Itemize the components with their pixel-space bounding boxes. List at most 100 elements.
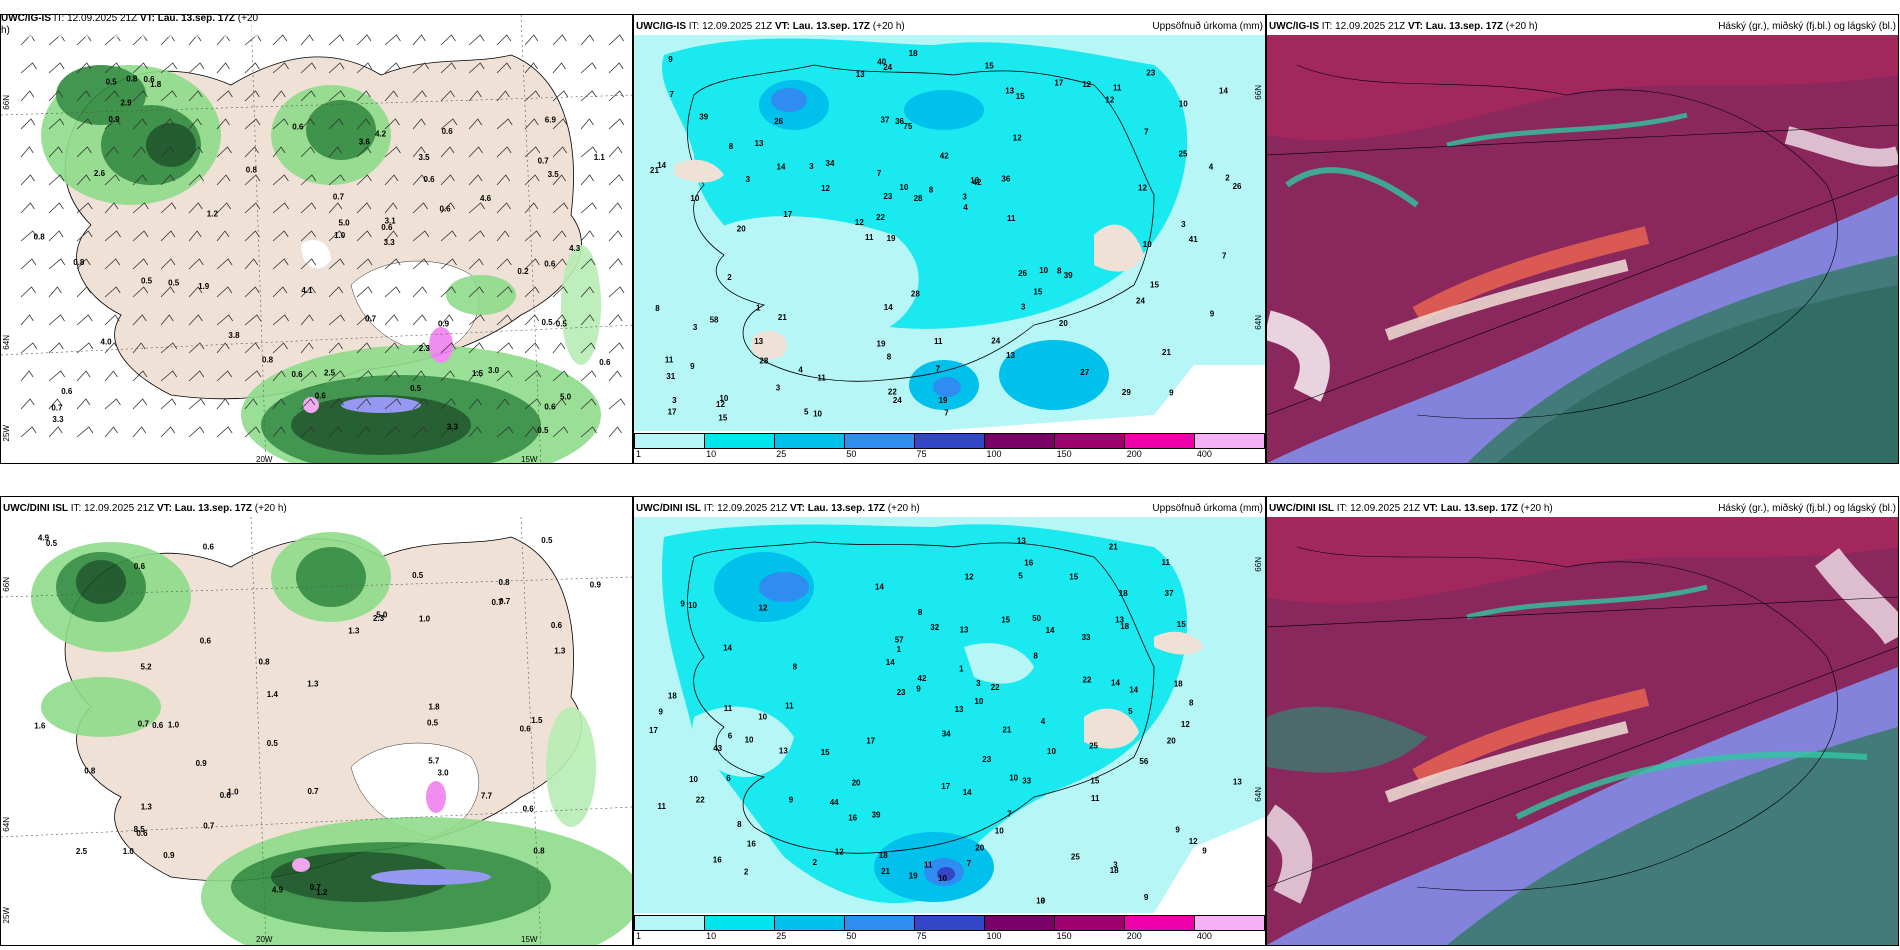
wind-barb [524, 62, 538, 74]
wind-barb [188, 62, 205, 74]
wind-barb [272, 398, 286, 410]
map-value-label: 20 [1167, 736, 1176, 745]
wind-barb [20, 174, 35, 186]
wind-barb [104, 118, 121, 130]
wind-barb [272, 118, 289, 130]
colorbar-segment [1125, 916, 1195, 930]
map-value-label: 6 [726, 774, 731, 783]
wind-barb [160, 146, 175, 158]
wind-barb [76, 258, 91, 270]
map-value-label: 1.2 [207, 210, 219, 219]
wind-barb [48, 174, 65, 186]
map-value-label: 0.5 [541, 536, 553, 545]
map-value-label: 8 [1057, 266, 1062, 275]
wind-barb [20, 146, 34, 158]
map-value-label: 0.6 [442, 127, 454, 136]
wind-barb [132, 90, 148, 102]
wind-barb [300, 230, 316, 242]
cloud-panel-top: UWC/IG-IS IT: 12.09.2025 21Z VT: Lau. 13… [1266, 14, 1899, 464]
map-value-label: 22 [1083, 675, 1092, 684]
map-value-label: 3 [809, 162, 814, 171]
wind-barb [524, 146, 541, 158]
map-value-label: 4.1 [301, 286, 313, 295]
wind-barb [272, 370, 286, 382]
wind-barb [160, 230, 176, 242]
wind-barb [552, 342, 566, 354]
wind-barb [76, 398, 91, 410]
map-value-label: 0.6 [544, 260, 556, 269]
map-value-label: 0.5 [46, 539, 58, 548]
wind-barb [608, 426, 622, 438]
wind-barb [272, 202, 289, 214]
map-value-label: 15 [985, 62, 994, 71]
map-value-label: 26 [774, 117, 783, 126]
wind-barb [300, 314, 314, 326]
map-value-label: 2 [727, 273, 732, 282]
wind-barb [440, 34, 456, 46]
map-value-label: 26 [1018, 269, 1027, 278]
colorbar-tick-label: 75 [916, 449, 927, 459]
wind-barb [412, 398, 429, 410]
wind-barb [160, 90, 177, 102]
wind-barb [356, 342, 372, 354]
map-value-label: 22 [876, 213, 885, 222]
lat-66-label-right: 66N [1254, 85, 1263, 100]
map-value-label: 16 [713, 856, 722, 865]
map-value-label: 0.7 [538, 156, 550, 165]
wind-barb [552, 62, 566, 74]
wind-barb [300, 426, 316, 438]
wind-barb [272, 342, 288, 354]
wind-barb [20, 202, 35, 214]
map-value-label: 0.7 [499, 597, 511, 606]
wind-barb [440, 62, 457, 74]
map-value-label: 0.6 [381, 223, 393, 232]
wind-barb [104, 314, 120, 326]
wind-barb [300, 370, 317, 382]
wind-barb [524, 286, 540, 298]
wind-barb [328, 90, 346, 102]
map-value-label: 0.6 [200, 636, 212, 645]
map-value-label: 0.7 [492, 598, 504, 607]
wind-barb [188, 230, 202, 242]
wind-barb [188, 258, 204, 270]
map-value-label: 7 [1222, 252, 1227, 261]
wind-barb [76, 90, 91, 102]
colorbar-segment [775, 434, 845, 448]
wind-barb [328, 34, 345, 46]
map-value-label: 75 [903, 122, 912, 131]
map-value-label: 24 [883, 63, 892, 72]
wind-barb [440, 146, 455, 158]
colorbar-tick-label: 1 [636, 449, 642, 459]
map-value-label: 4 [963, 203, 968, 212]
map-value-label: 1.9 [198, 282, 210, 291]
map-value-label: 12 [1082, 80, 1091, 89]
precip-top-right-title: Uppsöfnuð úrkoma (mm) [1152, 21, 1263, 32]
map-value-label: 7 [967, 859, 972, 868]
colorbar-segment [775, 916, 845, 930]
wind-barb [76, 62, 92, 74]
map-value-label: 13 [754, 337, 763, 346]
wind-barb [412, 62, 430, 74]
wind-barb [244, 370, 262, 382]
wind-barb [384, 202, 398, 214]
colorbar-segment [985, 916, 1055, 930]
wind-barb [440, 342, 456, 354]
wind-barb [216, 174, 231, 186]
wind-barb [608, 398, 626, 410]
map-value-label: 1.8 [150, 80, 162, 89]
lon-25-label: 25W [2, 425, 11, 442]
map-value-label: 10 [813, 410, 822, 419]
map-value-label: 0.6 [144, 75, 156, 84]
wind-barb [356, 34, 372, 46]
map-value-label: 13 [1005, 87, 1014, 96]
map-value-label: 0.6 [292, 123, 304, 132]
wind-barb [440, 370, 455, 382]
map-value-label: 34 [826, 159, 835, 168]
map-value-label: 10 [745, 735, 754, 744]
map-value-label: 13 [755, 139, 764, 148]
map-value-label: 1.5 [531, 716, 543, 725]
wind-barb [552, 230, 567, 242]
wind-barb [552, 34, 567, 46]
wind-barb [188, 202, 203, 214]
map-value-label: 0.5 [556, 319, 568, 328]
